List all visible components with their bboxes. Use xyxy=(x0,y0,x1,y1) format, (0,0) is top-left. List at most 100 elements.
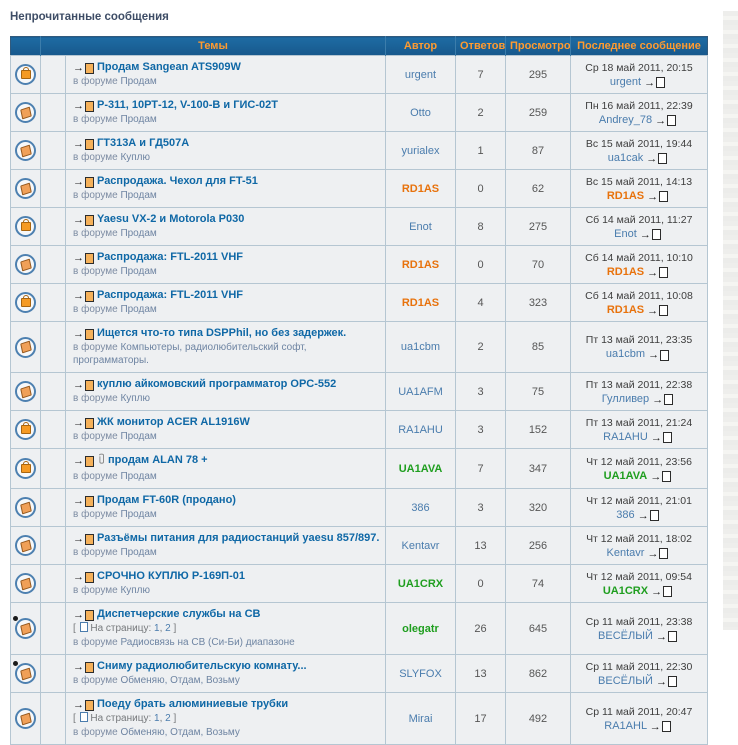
topic-title-link[interactable]: ЖК монитор ACER AL1916W xyxy=(97,416,250,428)
forum-link[interactable]: Продам xyxy=(120,76,157,87)
goto-first-unread-icon[interactable]: → xyxy=(73,328,94,340)
author-link[interactable]: olegatr xyxy=(402,622,439,635)
goto-first-unread-icon[interactable]: → xyxy=(73,379,94,391)
author-link[interactable]: Enot xyxy=(409,220,432,233)
page-link[interactable]: 2 xyxy=(165,713,171,724)
page-link[interactable]: 2 xyxy=(165,623,171,634)
topic-title-link[interactable]: Распродажа. Чехол для FT-51 xyxy=(97,175,258,187)
author-link[interactable]: Mirai xyxy=(408,712,433,725)
forum-link[interactable]: Куплю xyxy=(120,585,151,596)
topic-title-link[interactable]: Диспетчерские службы на СВ xyxy=(97,608,261,620)
author-link[interactable]: ua1cbm xyxy=(400,341,441,353)
topic-title-link[interactable]: ГТ313А и ГД507А xyxy=(97,137,190,149)
lastpost-author-link[interactable]: Гулливер xyxy=(601,392,650,405)
goto-last-post-icon[interactable]: → xyxy=(640,229,661,240)
goto-last-post-icon[interactable]: → xyxy=(647,548,669,559)
lastpost-author-link[interactable]: UA1CRX xyxy=(602,584,649,597)
goto-last-post-icon[interactable]: → xyxy=(646,153,668,164)
lastpost-author-link[interactable]: RD1AS xyxy=(606,265,645,278)
goto-last-post-icon[interactable]: → xyxy=(644,77,666,88)
lastpost-author-link[interactable]: ВЕСЁЛЫЙ xyxy=(598,629,653,642)
topic-title-link[interactable]: продам ALAN 78 + xyxy=(108,454,208,466)
forum-link[interactable]: Компьютеры, радиолюбительский софт, прог… xyxy=(73,342,307,366)
forum-link[interactable]: Куплю xyxy=(120,393,151,404)
goto-first-unread-icon[interactable]: → xyxy=(73,417,94,429)
goto-last-post-icon[interactable]: → xyxy=(652,394,674,405)
goto-first-unread-icon[interactable]: → xyxy=(73,699,94,711)
topic-title-link[interactable]: Продам FT-60R (продано) xyxy=(97,494,236,506)
lastpost-author-link[interactable]: urgent xyxy=(609,75,642,88)
goto-last-post-icon[interactable]: → xyxy=(656,676,677,687)
goto-last-post-icon[interactable]: → xyxy=(655,115,677,126)
author-link[interactable]: yurialex xyxy=(401,144,440,157)
lastpost-author-link[interactable]: RA1AHL xyxy=(604,719,647,732)
author-link[interactable]: urgent xyxy=(404,68,437,81)
topic-title-link[interactable]: куплю айкомовский программатор OPC-552 xyxy=(97,378,337,390)
topic-title-link[interactable]: Продам Sangean ATS909W xyxy=(97,61,241,73)
lastpost-author-link[interactable]: UA1AVA xyxy=(603,469,648,482)
forum-link[interactable]: Продам xyxy=(120,509,157,520)
forum-link[interactable]: Продам xyxy=(120,228,157,239)
goto-first-unread-icon[interactable]: → xyxy=(73,495,94,507)
author-link[interactable]: RD1AS xyxy=(401,258,440,271)
page-link[interactable]: 1 xyxy=(154,623,160,634)
page-link[interactable]: 1 xyxy=(154,713,160,724)
lastpost-author-link[interactable]: ua1cak xyxy=(607,151,644,164)
topic-title-link[interactable]: Разъёмы питания для радиостанций yaesu 8… xyxy=(97,532,379,544)
lastpost-author-link[interactable]: ua1cbm xyxy=(605,348,646,360)
forum-link[interactable]: Продам xyxy=(120,266,157,277)
topic-title-link[interactable]: Ищется что-то типа DSPPhil, но без задер… xyxy=(97,327,347,339)
lastpost-author-link[interactable]: RD1AS xyxy=(606,189,645,202)
author-link[interactable]: RD1AS xyxy=(401,182,440,195)
goto-first-unread-icon[interactable]: → xyxy=(73,290,94,302)
forum-link[interactable]: Обменяю, Отдам, Возьму xyxy=(120,727,240,738)
goto-first-unread-icon[interactable]: → xyxy=(73,176,94,188)
goto-last-post-icon[interactable]: → xyxy=(651,586,673,597)
author-link[interactable]: UA1CRX xyxy=(397,577,444,590)
topic-title-link[interactable]: Сниму радиолюбительскую комнату... xyxy=(97,660,307,672)
topic-title-link[interactable]: Распродажа: FTL-2011 VHF xyxy=(97,289,243,301)
goto-last-post-icon[interactable]: → xyxy=(638,510,659,521)
forum-link[interactable]: Радиосвязь на СВ (Си-Би) диапазоне xyxy=(120,637,295,648)
goto-last-post-icon[interactable]: → xyxy=(647,305,669,316)
forum-link[interactable]: Куплю xyxy=(120,152,151,163)
goto-first-unread-icon[interactable]: → xyxy=(73,62,94,74)
lastpost-author-link[interactable]: Enot xyxy=(614,227,637,240)
lastpost-author-link[interactable]: Kentavr xyxy=(606,546,645,559)
lastpost-author-link[interactable]: RA1AHU xyxy=(603,430,648,443)
forum-link[interactable]: Продам xyxy=(120,431,157,442)
goto-last-post-icon[interactable]: → xyxy=(647,191,669,202)
goto-first-unread-icon[interactable]: → xyxy=(73,100,94,112)
goto-first-unread-icon[interactable]: → xyxy=(73,571,94,583)
forum-link[interactable]: Продам xyxy=(120,114,157,125)
goto-last-post-icon[interactable]: → xyxy=(650,471,672,482)
goto-first-unread-icon[interactable]: → xyxy=(73,661,94,673)
author-link[interactable]: RA1AHU xyxy=(398,423,443,436)
author-link[interactable]: 386 xyxy=(411,501,430,514)
author-link[interactable]: SLYFOX xyxy=(399,667,442,680)
topic-title-link[interactable]: Р-311, 10РТ-12, V-100-В и ГИС-02Т xyxy=(97,99,278,111)
lastpost-author-link[interactable]: RD1AS xyxy=(606,303,645,316)
goto-first-unread-icon[interactable]: → xyxy=(73,455,94,467)
author-link[interactable]: Otto xyxy=(410,106,431,119)
goto-last-post-icon[interactable]: → xyxy=(656,631,677,642)
author-link[interactable]: RD1AS xyxy=(401,296,440,309)
topic-title-link[interactable]: Распродажа: FTL-2011 VHF xyxy=(97,251,243,263)
goto-first-unread-icon[interactable]: → xyxy=(73,252,94,264)
lastpost-author-link[interactable]: ВЕСЁЛЫЙ xyxy=(598,674,653,687)
author-link[interactable]: UA1AFM xyxy=(398,385,443,398)
lastpost-author-link[interactable]: 386 xyxy=(616,508,635,521)
topic-title-link[interactable]: Поеду брать алюминиевые трубки xyxy=(97,698,289,710)
forum-link[interactable]: Продам xyxy=(120,190,157,201)
goto-last-post-icon[interactable]: → xyxy=(651,432,672,443)
author-link[interactable]: Kentavr xyxy=(401,539,440,552)
topic-title-link[interactable]: СРОЧНО КУПЛЮ Р-169П-01 xyxy=(97,570,245,582)
goto-last-post-icon[interactable]: → xyxy=(650,721,671,732)
goto-last-post-icon[interactable]: → xyxy=(648,349,670,361)
forum-link[interactable]: Обменяю, Отдам, Возьму xyxy=(120,675,240,686)
lastpost-author-link[interactable]: Andrey_78 xyxy=(598,113,653,126)
forum-link[interactable]: Продам xyxy=(120,304,157,315)
goto-first-unread-icon[interactable]: → xyxy=(73,138,94,150)
forum-link[interactable]: Продам xyxy=(120,471,157,482)
forum-link[interactable]: Продам xyxy=(120,547,157,558)
